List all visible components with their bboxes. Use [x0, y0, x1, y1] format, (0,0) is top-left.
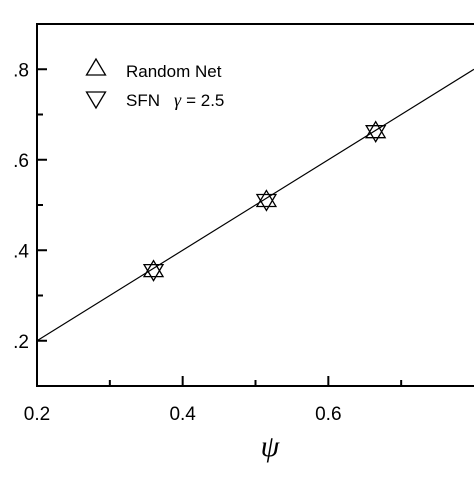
- data-point-sfn: [365, 125, 387, 143]
- y-axis-ticks: .2 .4 .6 .8: [13, 60, 47, 353]
- x-axis-ticks: 0.2 0.4 0.6: [24, 376, 403, 425]
- data-point-random-net: [365, 120, 387, 139]
- x-tick-label: 0.6: [315, 404, 341, 425]
- legend-label-random-net: Random Net: [126, 62, 222, 81]
- legend-marker-random-net: [85, 57, 107, 76]
- legend: Random Net SFN γ = 2.5: [85, 57, 224, 110]
- legend-gamma-symbol: γ: [174, 90, 182, 110]
- x-tick-label: 0.2: [24, 404, 50, 425]
- data-point-random-net: [255, 189, 278, 208]
- legend-triangle-down-icon: [85, 91, 107, 110]
- y-tick-label: .4: [13, 241, 29, 262]
- legend-label-sfn: SFN γ = 2.5: [126, 90, 224, 110]
- reference-line: [36, 68, 474, 342]
- y-tick-label: .6: [13, 151, 29, 172]
- data-point-sfn: [255, 193, 278, 212]
- legend-gamma-value: = 2.5: [186, 91, 224, 110]
- legend-triangle-up-icon: [85, 57, 107, 76]
- legend-label-sfn-name: SFN: [126, 91, 160, 110]
- y-tick-label: .2: [13, 332, 29, 353]
- y-tick-label: .8: [13, 60, 29, 81]
- data-point-random-net: [142, 259, 165, 278]
- data-point-sfn: [142, 263, 165, 282]
- data-markers: [142, 120, 387, 282]
- legend-marker-sfn: [85, 91, 107, 110]
- reference-line-group: [36, 68, 474, 342]
- x-axis-label: ψ: [261, 430, 281, 463]
- x-tick-label: 0.4: [169, 404, 196, 425]
